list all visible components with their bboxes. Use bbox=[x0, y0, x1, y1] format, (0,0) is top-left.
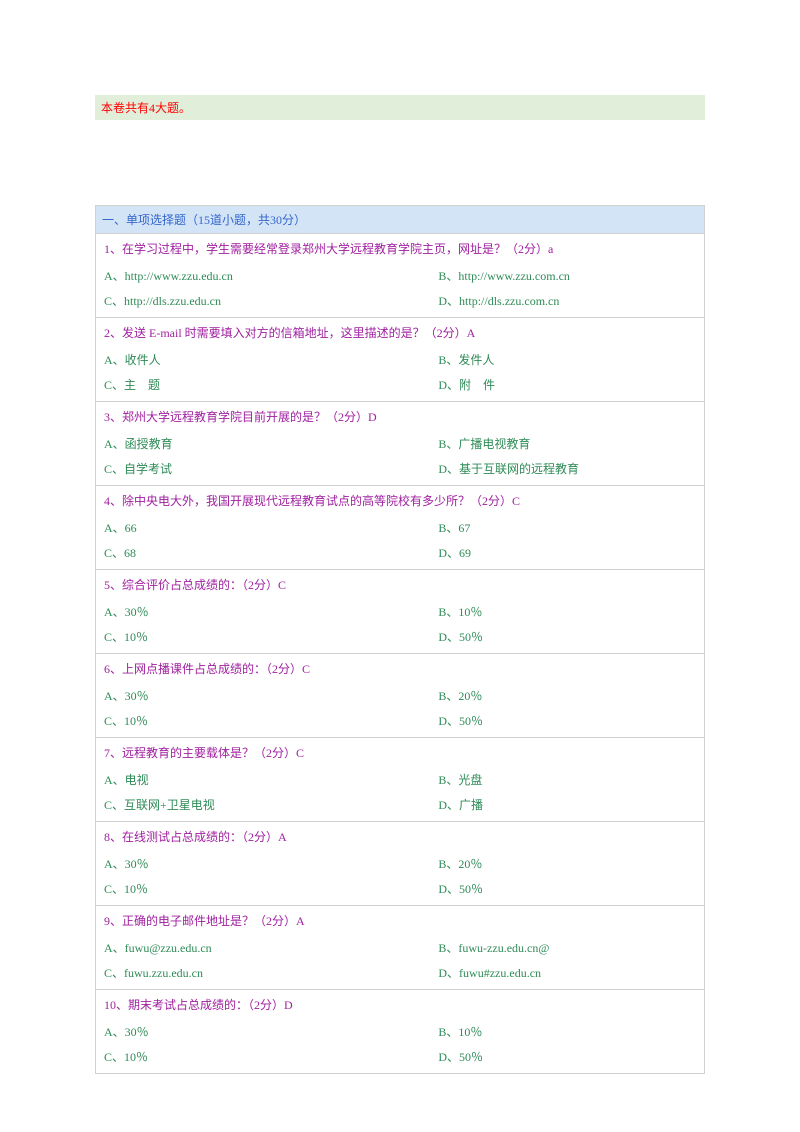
option-a: A、30％ bbox=[96, 687, 430, 704]
option-c: C、互联网+卫星电视 bbox=[96, 796, 430, 813]
option-a: A、收件人 bbox=[96, 351, 430, 368]
option-c: C、http://dls.zzu.edu.cn bbox=[96, 292, 430, 309]
question-title: 3、郑州大学远程教育学院目前开展的是？（2分）D bbox=[96, 402, 704, 431]
option-d: D、50％ bbox=[430, 712, 704, 729]
option-c: C、68 bbox=[96, 544, 430, 561]
question-6: 6、上网点播课件占总成绩的：（2分）C A、30％ B、20％ C、10％ D、… bbox=[95, 653, 705, 737]
question-title: 2、发送 E-mail 时需要填入对方的信箱地址，这里描述的是？（2分）A bbox=[96, 318, 704, 347]
option-a: A、30％ bbox=[96, 1023, 430, 1040]
option-d: D、附 件 bbox=[430, 376, 704, 393]
question-7: 7、远程教育的主要载体是？（2分）C A、电视 B、光盘 C、互联网+卫星电视 … bbox=[95, 737, 705, 821]
option-d: D、基于互联网的远程教育 bbox=[430, 460, 704, 477]
banner-text: 本卷共有4大题。 bbox=[101, 101, 191, 115]
option-d: D、50％ bbox=[430, 628, 704, 645]
option-b: B、发件人 bbox=[430, 351, 704, 368]
question-3: 3、郑州大学远程教育学院目前开展的是？（2分）D A、函授教育 B、广播电视教育… bbox=[95, 401, 705, 485]
option-a: A、30％ bbox=[96, 603, 430, 620]
section-header: 一、单项选择题（15道小题，共30分） bbox=[95, 205, 705, 233]
question-2: 2、发送 E-mail 时需要填入对方的信箱地址，这里描述的是？（2分）A A、… bbox=[95, 317, 705, 401]
question-5: 5、综合评价占总成绩的：（2分）C A、30％ B、10％ C、10％ D、50… bbox=[95, 569, 705, 653]
option-b: B、10％ bbox=[430, 603, 704, 620]
option-d: D、http://dls.zzu.com.cn bbox=[430, 292, 704, 309]
option-d: D、50％ bbox=[430, 880, 704, 897]
question-title: 8、在线测试占总成绩的：（2分）A bbox=[96, 822, 704, 851]
question-1: 1、在学习过程中，学生需要经常登录郑州大学远程教育学院主页，网址是？（2分）a … bbox=[95, 233, 705, 317]
option-d: D、广播 bbox=[430, 796, 704, 813]
exam-banner: 本卷共有4大题。 bbox=[95, 95, 705, 120]
question-title: 1、在学习过程中，学生需要经常登录郑州大学远程教育学院主页，网址是？（2分）a bbox=[96, 234, 704, 263]
option-a: A、fuwu@zzu.edu.cn bbox=[96, 939, 430, 956]
option-b: B、广播电视教育 bbox=[430, 435, 704, 452]
question-9: 9、正确的电子邮件地址是？（2分）A A、fuwu@zzu.edu.cn B、f… bbox=[95, 905, 705, 989]
option-c: C、主 题 bbox=[96, 376, 430, 393]
option-c: C、10％ bbox=[96, 628, 430, 645]
option-b: B、http://www.zzu.com.cn bbox=[430, 267, 704, 284]
option-d: D、50％ bbox=[430, 1048, 704, 1065]
option-c: C、自学考试 bbox=[96, 460, 430, 477]
option-b: B、光盘 bbox=[430, 771, 704, 788]
option-b: B、20％ bbox=[430, 687, 704, 704]
question-4: 4、除中央电大外，我国开展现代远程教育试点的高等院校有多少所？（2分）C A、6… bbox=[95, 485, 705, 569]
option-b: B、67 bbox=[430, 519, 704, 536]
question-title: 5、综合评价占总成绩的：（2分）C bbox=[96, 570, 704, 599]
option-a: A、函授教育 bbox=[96, 435, 430, 452]
option-d: D、fuwu#zzu.edu.cn bbox=[430, 964, 704, 981]
question-title: 9、正确的电子邮件地址是？（2分）A bbox=[96, 906, 704, 935]
option-b: B、fuwu-zzu.edu.cn@ bbox=[430, 939, 704, 956]
option-a: A、http://www.zzu.edu.cn bbox=[96, 267, 430, 284]
option-d: D、69 bbox=[430, 544, 704, 561]
question-title: 6、上网点播课件占总成绩的：（2分）C bbox=[96, 654, 704, 683]
option-a: A、电视 bbox=[96, 771, 430, 788]
option-c: C、10％ bbox=[96, 1048, 430, 1065]
option-c: C、10％ bbox=[96, 880, 430, 897]
option-b: B、10％ bbox=[430, 1023, 704, 1040]
question-10: 10、期末考试占总成绩的：（2分）D A、30％ B、10％ C、10％ D、5… bbox=[95, 989, 705, 1074]
option-a: A、30％ bbox=[96, 855, 430, 872]
question-title: 4、除中央电大外，我国开展现代远程教育试点的高等院校有多少所？（2分）C bbox=[96, 486, 704, 515]
option-a: A、66 bbox=[96, 519, 430, 536]
question-title: 10、期末考试占总成绩的：（2分）D bbox=[96, 990, 704, 1019]
option-c: C、10％ bbox=[96, 712, 430, 729]
option-b: B、20％ bbox=[430, 855, 704, 872]
option-c: C、fuwu.zzu.edu.cn bbox=[96, 964, 430, 981]
exam-page: 本卷共有4大题。 一、单项选择题（15道小题，共30分） 1、在学习过程中，学生… bbox=[0, 0, 800, 1074]
question-title: 7、远程教育的主要载体是？（2分）C bbox=[96, 738, 704, 767]
question-8: 8、在线测试占总成绩的：（2分）A A、30％ B、20％ C、10％ D、50… bbox=[95, 821, 705, 905]
